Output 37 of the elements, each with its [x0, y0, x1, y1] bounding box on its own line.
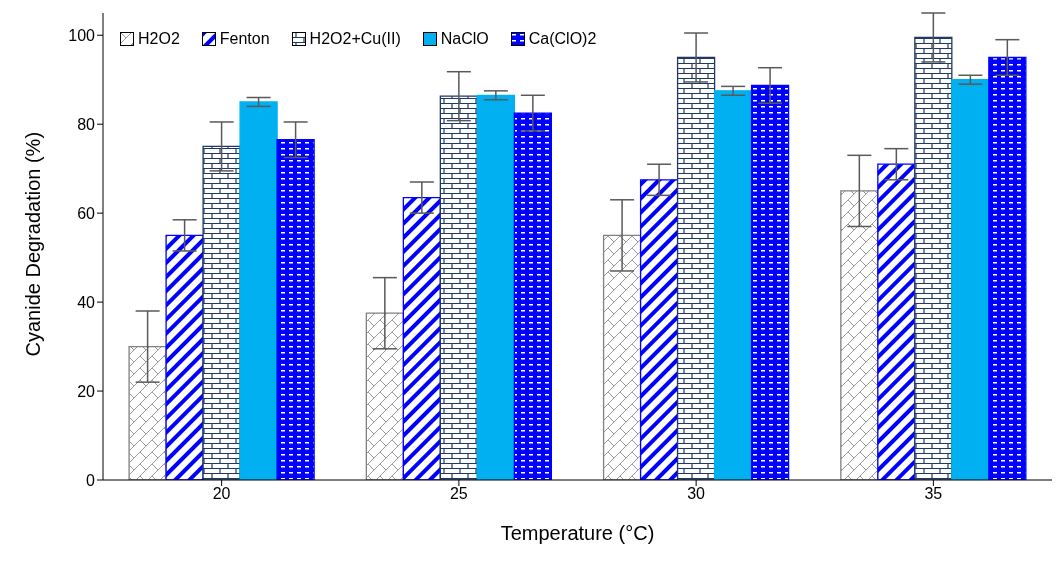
- y-axis-title: Cyanide Degradation (%): [22, 131, 45, 357]
- bar: [165, 234, 204, 480]
- bar: [914, 36, 953, 480]
- bar: [676, 56, 716, 480]
- bar: [476, 94, 515, 480]
- bar: [750, 84, 790, 480]
- bar: [513, 112, 552, 480]
- y-tick-label: 60: [77, 204, 96, 222]
- bar: [639, 179, 679, 480]
- legend-label: Fenton: [219, 30, 270, 48]
- bar: [402, 196, 441, 480]
- bar: [713, 90, 753, 480]
- y-tick-label: 0: [86, 471, 96, 489]
- y-tick-label: 100: [68, 26, 96, 44]
- bar: [276, 139, 315, 480]
- bar: [239, 101, 278, 480]
- bar: [602, 234, 642, 480]
- legend-label: Ca(ClO)2: [528, 30, 597, 48]
- legend-label: H2O2+Cu(II): [309, 30, 401, 48]
- x-tick-label: 30: [687, 485, 706, 503]
- y-tick-label: 40: [77, 293, 96, 311]
- x-tick-label: 20: [212, 485, 231, 503]
- y-tick-label: 80: [77, 115, 96, 133]
- bar: [840, 190, 879, 480]
- bar: [988, 56, 1027, 480]
- legend-label: NaClO: [440, 30, 489, 48]
- bar: [439, 95, 478, 480]
- x-axis-title: Temperature (°C): [500, 522, 655, 544]
- bar: [202, 145, 241, 480]
- x-tick-label: 35: [924, 485, 943, 503]
- bar: [951, 79, 990, 480]
- bar: [365, 312, 404, 480]
- bar: [877, 163, 916, 480]
- legend-label: H2O2: [138, 30, 180, 48]
- y-tick-label: 20: [77, 382, 96, 400]
- bar: [128, 345, 167, 480]
- x-tick-label: 25: [449, 485, 468, 503]
